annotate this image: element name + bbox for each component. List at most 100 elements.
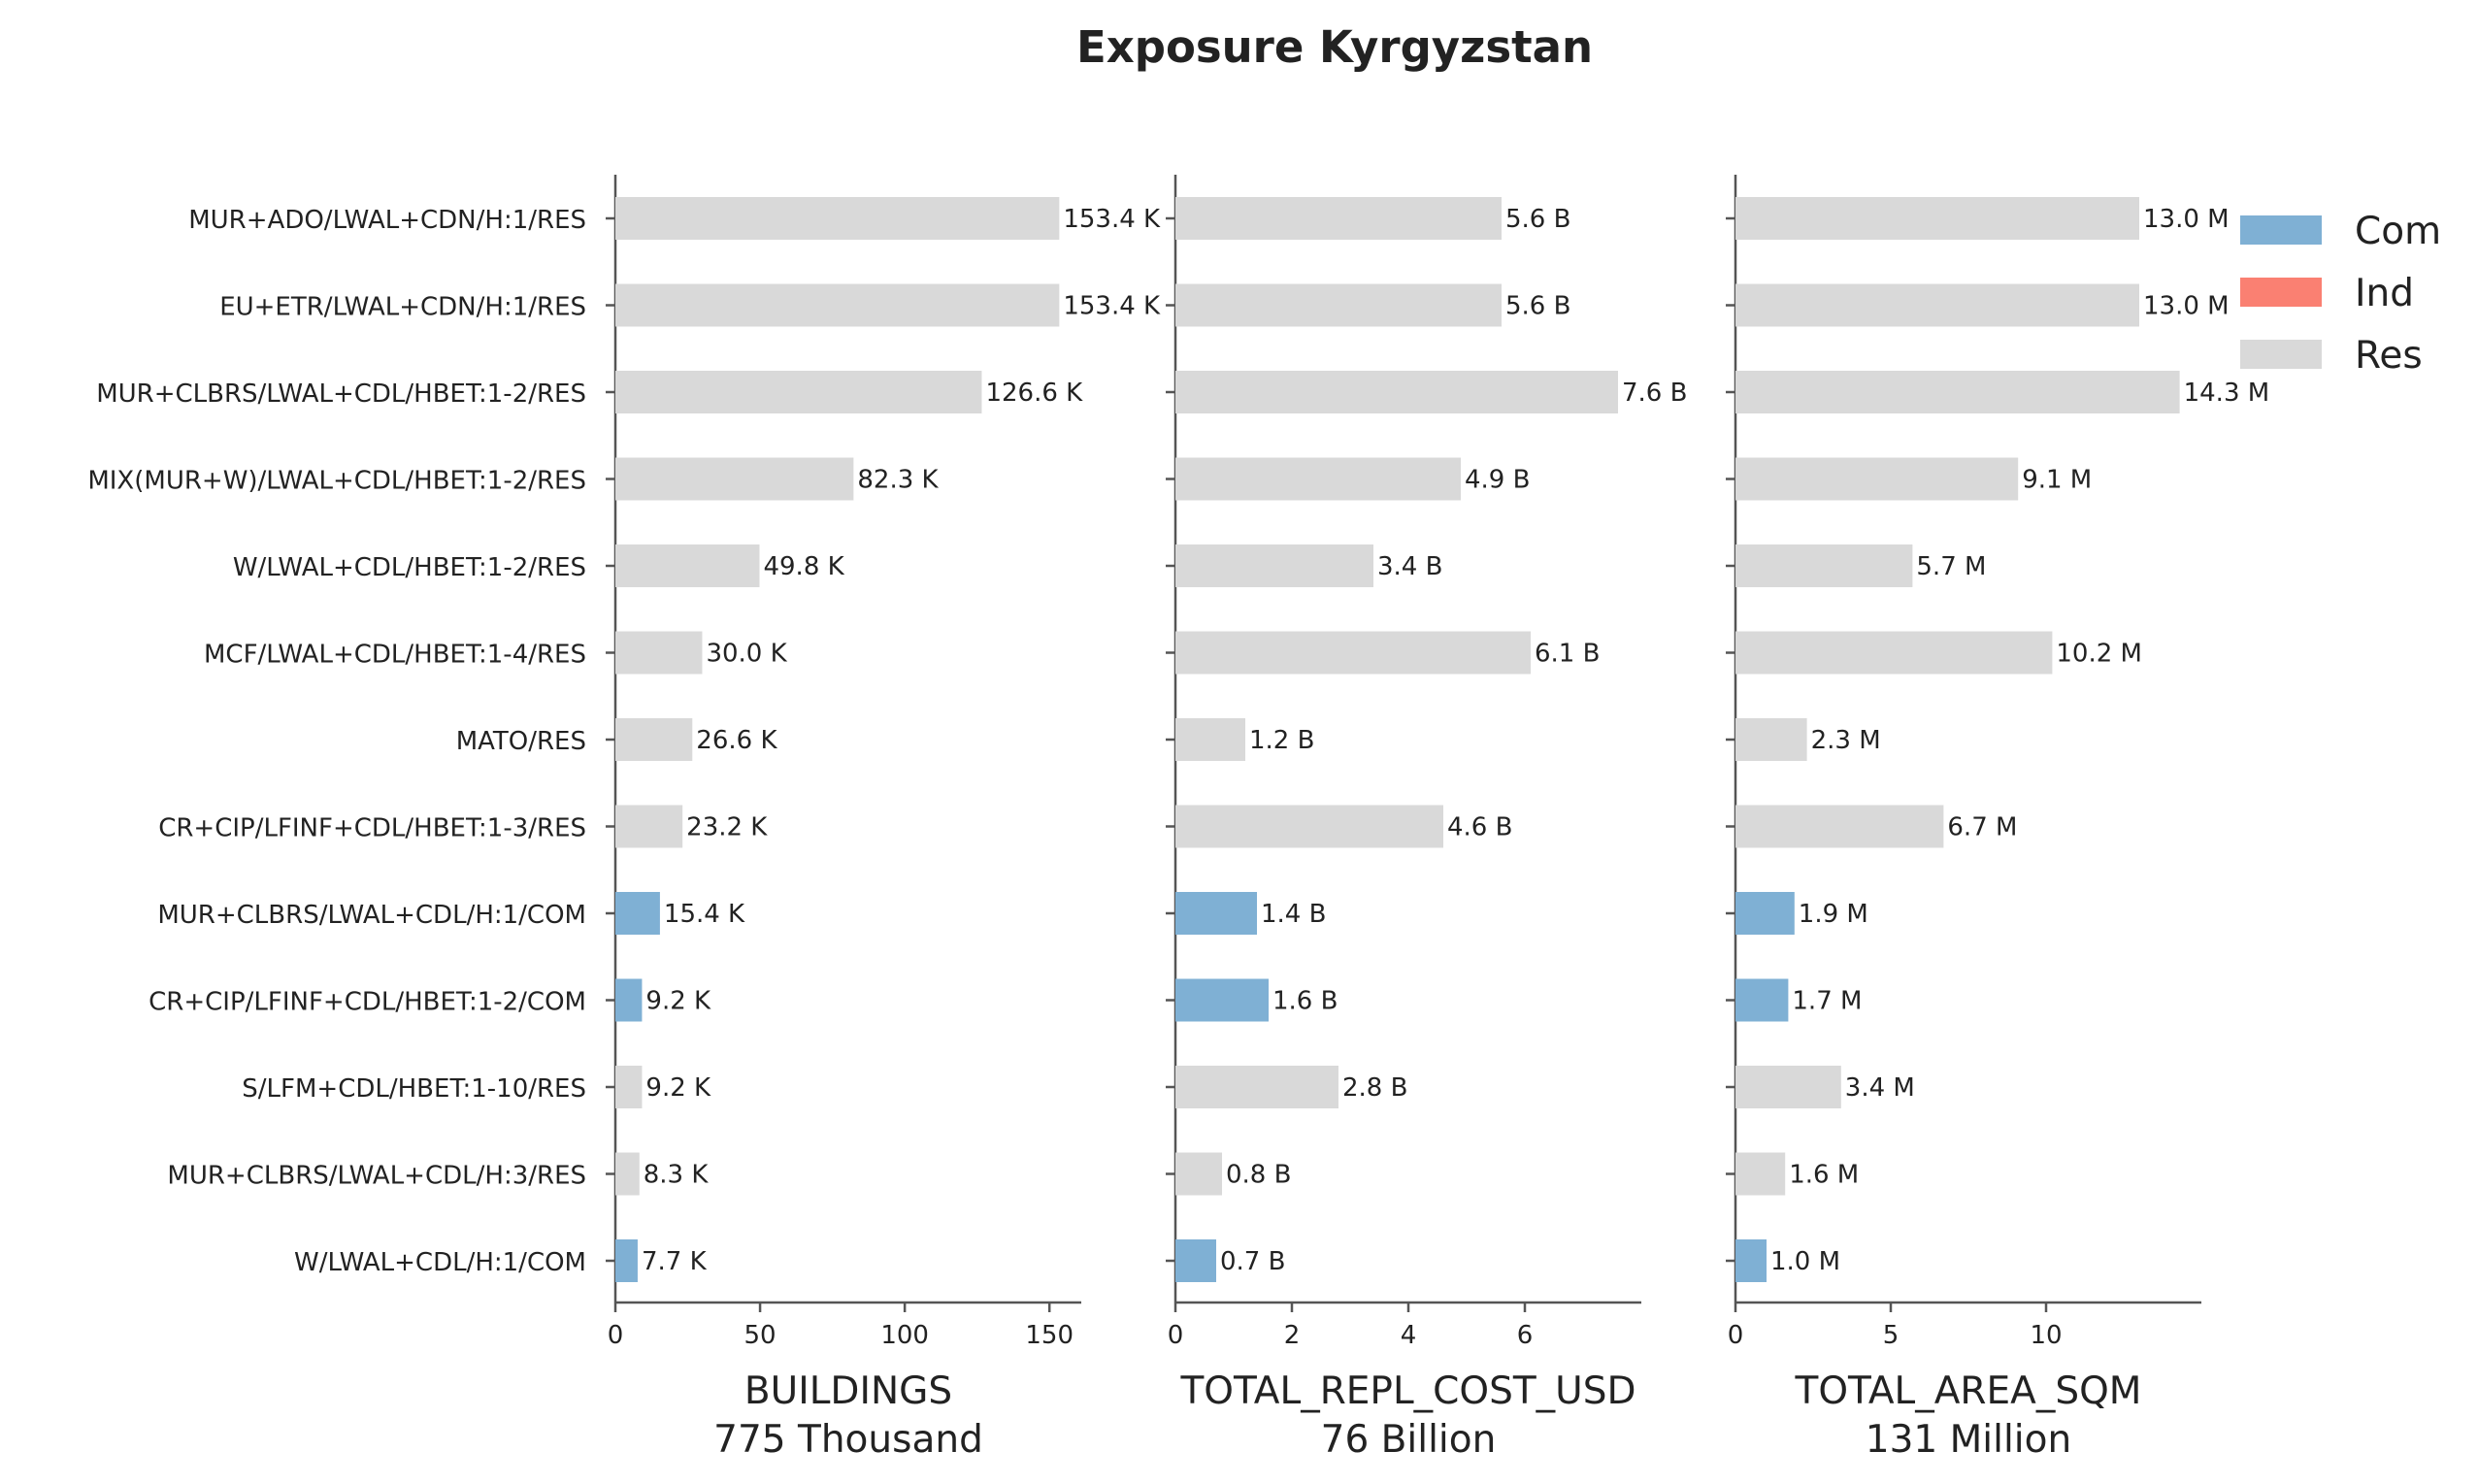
- data-label: 9.2 K: [645, 987, 711, 1016]
- data-label: 5.6 B: [1505, 292, 1570, 321]
- bar: [1175, 1152, 1222, 1196]
- y-tick-label: MUR+ADO/LWAL+CDN/H:1/RES: [188, 206, 586, 235]
- x-tick-label: 4: [1401, 1321, 1417, 1350]
- bar: [1175, 805, 1443, 848]
- bar: [1175, 457, 1461, 501]
- data-label: 2.8 B: [1342, 1073, 1407, 1103]
- bar: [1735, 631, 2053, 675]
- bar: [1735, 718, 1807, 761]
- data-label: 1.6 B: [1272, 987, 1338, 1016]
- bar: [1735, 978, 1789, 1022]
- bar: [615, 197, 1060, 240]
- bar: [1735, 1152, 1786, 1196]
- data-label: 1.0 M: [1770, 1247, 1840, 1276]
- data-label: 5.6 B: [1505, 205, 1570, 234]
- data-label: 1.2 B: [1249, 726, 1314, 755]
- data-label: 1.6 M: [1789, 1161, 1859, 1190]
- bar: [1735, 197, 2139, 240]
- data-label: 1.7 M: [1792, 987, 1862, 1016]
- legend-label: Res: [2355, 334, 2423, 378]
- y-tick-label: W/LWAL+CDL/HBET:1-2/RES: [233, 553, 586, 582]
- data-label: 126.6 K: [985, 379, 1083, 408]
- x-tick-label: 0: [1728, 1321, 1744, 1350]
- data-label: 1.4 B: [1261, 900, 1326, 929]
- data-label: 13.0 M: [2143, 205, 2230, 234]
- y-tick-label: MATO/RES: [456, 727, 586, 756]
- y-tick-label: CR+CIP/LFINF+CDL/HBET:1-3/RES: [158, 814, 586, 843]
- bar: [1175, 718, 1245, 761]
- y-tick-label: S/LFM+CDL/HBET:1-10/RES: [242, 1074, 586, 1104]
- bar: [615, 1152, 640, 1196]
- legend-label: Com: [2355, 210, 2441, 253]
- bar: [1175, 197, 1502, 240]
- bar: [1735, 805, 1944, 848]
- data-label: 153.4 K: [1063, 292, 1161, 321]
- bar: [1735, 1066, 1841, 1108]
- data-label: 2.3 M: [1811, 726, 1881, 755]
- bar: [615, 544, 760, 587]
- data-label: 49.8 K: [763, 552, 844, 581]
- legend-swatch: [2240, 278, 2322, 307]
- data-label: 7.6 B: [1622, 379, 1687, 408]
- data-label: 6.7 M: [1947, 813, 2017, 842]
- data-label: 3.4 B: [1377, 552, 1442, 581]
- y-tick-label: MIX(MUR+W)/LWAL+CDL/HBET:1-2/RES: [87, 467, 586, 496]
- x-tick-label: 150: [1025, 1321, 1074, 1350]
- legend-label: Ind: [2355, 272, 2414, 315]
- bar: [615, 631, 703, 675]
- y-tick-label: MCF/LWAL+CDL/HBET:1-4/RES: [204, 641, 586, 670]
- x-tick-label: 0: [1168, 1321, 1184, 1350]
- bar: [1735, 457, 2019, 501]
- x-tick-label: 2: [1284, 1321, 1301, 1350]
- data-label: 8.3 K: [644, 1161, 710, 1190]
- x-axis-subtitle: 775 Thousand: [713, 1418, 983, 1462]
- data-label: 3.4 M: [1845, 1073, 1915, 1103]
- x-tick-label: 50: [744, 1321, 776, 1350]
- legend-swatch: [2240, 340, 2322, 369]
- data-label: 15.4 K: [664, 900, 745, 929]
- data-label: 7.7 K: [642, 1247, 708, 1276]
- bar: [1175, 283, 1502, 327]
- bar: [1175, 631, 1531, 675]
- y-tick-label: MUR+CLBRS/LWAL+CDL/H:1/COM: [157, 901, 586, 930]
- bar: [1735, 371, 2180, 413]
- bar: [1735, 892, 1795, 935]
- bar: [1175, 892, 1257, 935]
- y-tick-label: CR+CIP/LFINF+CDL/HBET:1-2/COM: [149, 988, 586, 1017]
- data-label: 9.1 M: [2022, 466, 2092, 495]
- data-label: 1.9 M: [1799, 900, 1868, 929]
- data-label: 30.0 K: [706, 640, 787, 669]
- x-axis-label: TOTAL_REPL_COST_USD: [1179, 1369, 1635, 1413]
- bar: [1175, 371, 1618, 413]
- y-tick-label: EU+ETR/LWAL+CDN/H:1/RES: [219, 293, 586, 322]
- data-label: 9.2 K: [645, 1073, 711, 1103]
- x-tick-label: 0: [608, 1321, 624, 1350]
- data-label: 153.4 K: [1063, 205, 1161, 234]
- y-tick-label: MUR+CLBRS/LWAL+CDL/H:3/RES: [167, 1162, 586, 1191]
- data-label: 6.1 B: [1535, 640, 1600, 669]
- bar: [1175, 1066, 1338, 1108]
- x-axis-subtitle: 131 Million: [1866, 1418, 2071, 1462]
- chart-title: Exposure Kyrgyzstan: [1076, 21, 1593, 73]
- data-label: 82.3 K: [857, 466, 939, 495]
- bar: [615, 978, 643, 1022]
- x-tick-label: 10: [2030, 1321, 2062, 1350]
- bar: [615, 1066, 643, 1108]
- bar: [1735, 544, 1913, 587]
- bar: [615, 371, 982, 413]
- data-label: 4.6 B: [1447, 813, 1512, 842]
- x-tick-label: 100: [880, 1321, 929, 1350]
- x-axis-subtitle: 76 Billion: [1321, 1418, 1497, 1462]
- data-label: 13.0 M: [2143, 292, 2230, 321]
- x-axis-label: TOTAL_AREA_SQM: [1795, 1369, 2142, 1413]
- bar: [1735, 1239, 1767, 1282]
- legend-swatch: [2240, 215, 2322, 245]
- bar: [1175, 544, 1373, 587]
- data-label: 4.9 B: [1465, 466, 1530, 495]
- bar: [615, 283, 1060, 327]
- bar: [1735, 283, 2139, 327]
- x-tick-label: 6: [1517, 1321, 1534, 1350]
- data-label: 0.8 B: [1226, 1161, 1291, 1190]
- data-label: 0.7 B: [1220, 1247, 1285, 1276]
